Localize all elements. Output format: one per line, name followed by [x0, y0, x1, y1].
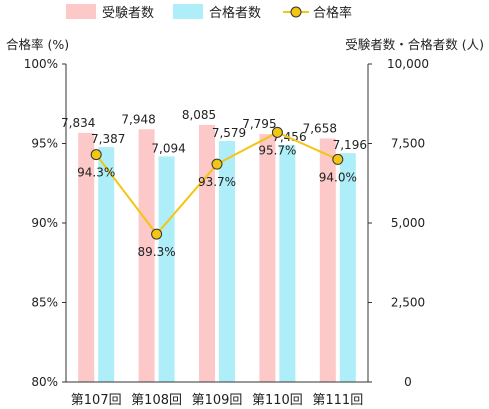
- x-tick-label: 第107回: [71, 393, 122, 408]
- y-left-tick-label: 95%: [31, 137, 58, 151]
- bar-value-label: 7,387: [91, 132, 125, 146]
- pass-rate-point: [332, 153, 344, 165]
- bar-examinees: [138, 129, 155, 382]
- bar-passers: [279, 144, 296, 382]
- y-left-tick-label: 100%: [24, 57, 58, 71]
- legend-swatch-1: [66, 4, 96, 19]
- pass-rate-label: 95.7%: [258, 143, 296, 157]
- legend: 受験者数 合格者数 合格率: [66, 4, 352, 21]
- x-axis-ticks: 第107回 第108回 第109回 第110回 第111回: [71, 393, 363, 408]
- y-right-tick-label: 10,000: [387, 57, 429, 71]
- pass-rate-label: 93.7%: [198, 175, 236, 189]
- pass-rate-point: [211, 158, 223, 170]
- bar-labels: 7,834 7,948 8,085 7,795 7,658 7,387 7,094 7,579…: [61, 108, 367, 156]
- x-tick-label: 第110回: [252, 393, 303, 408]
- y-left-axis-label: 合格率 (%): [6, 37, 69, 52]
- x-tick-label: 第109回: [192, 393, 243, 408]
- pass-rate-labels: 94.3% 89.3% 93.7% 95.7% 94.0%: [77, 143, 357, 259]
- bar-value-label: 7,948: [121, 112, 155, 126]
- x-tick-label: 第108回: [131, 393, 182, 408]
- y-left-ticks: 80% 85% 90% 95% 100%: [24, 57, 66, 389]
- bar-passers: [158, 156, 175, 382]
- bar-passers: [219, 140, 235, 382]
- bar-value-label: 7,094: [151, 141, 185, 155]
- pass-rate-point: [271, 126, 283, 138]
- legend-label-2: 合格者数: [209, 5, 261, 21]
- legend-label-3: 合格率: [313, 5, 352, 21]
- bar-value-label: 7,795: [242, 117, 276, 131]
- legend-marker-swatch: [290, 6, 302, 18]
- bar-value-label: 7,658: [303, 121, 337, 135]
- legend-swatch-2: [173, 4, 203, 19]
- y-left-tick-label: 80%: [31, 375, 58, 389]
- bar-examinees: [199, 124, 215, 382]
- pass-rate-label: 94.3%: [77, 166, 115, 180]
- bar-value-label: 7,579: [212, 126, 246, 140]
- bar-examinees: [319, 138, 336, 382]
- bar-value-label: 7,196: [333, 138, 367, 152]
- pass-rate-label: 89.3%: [138, 245, 176, 259]
- bar-passers: [98, 147, 115, 382]
- y-right-tick-label: 5,000: [391, 216, 425, 230]
- bar-examinees: [78, 132, 95, 382]
- bar-value-label: 8,085: [182, 108, 216, 122]
- bar-passers: [339, 153, 356, 382]
- pass-rate-point: [90, 149, 102, 161]
- bar-value-label: 7,834: [61, 116, 95, 130]
- pass-rate-line: [90, 126, 344, 240]
- pass-rate-point: [151, 228, 163, 240]
- pass-rate-label: 94.0%: [319, 170, 357, 184]
- y-right-tick-label: 2,500: [391, 296, 425, 310]
- y-right-ticks: 0 2,500 5,000 7,500 10,000: [368, 57, 429, 389]
- bars: [78, 124, 356, 382]
- y-left-tick-label: 90%: [31, 216, 58, 230]
- bar-examinees: [259, 134, 276, 382]
- y-left-tick-label: 85%: [31, 296, 58, 310]
- x-tick-label: 第111回: [312, 393, 363, 408]
- y-right-axis-label: 受験者数・合格者数 (人): [345, 37, 484, 52]
- y-right-tick-label: 7,500: [391, 137, 425, 151]
- y-right-tick-label: 0: [404, 375, 412, 389]
- legend-label-1: 受験者数: [102, 6, 154, 21]
